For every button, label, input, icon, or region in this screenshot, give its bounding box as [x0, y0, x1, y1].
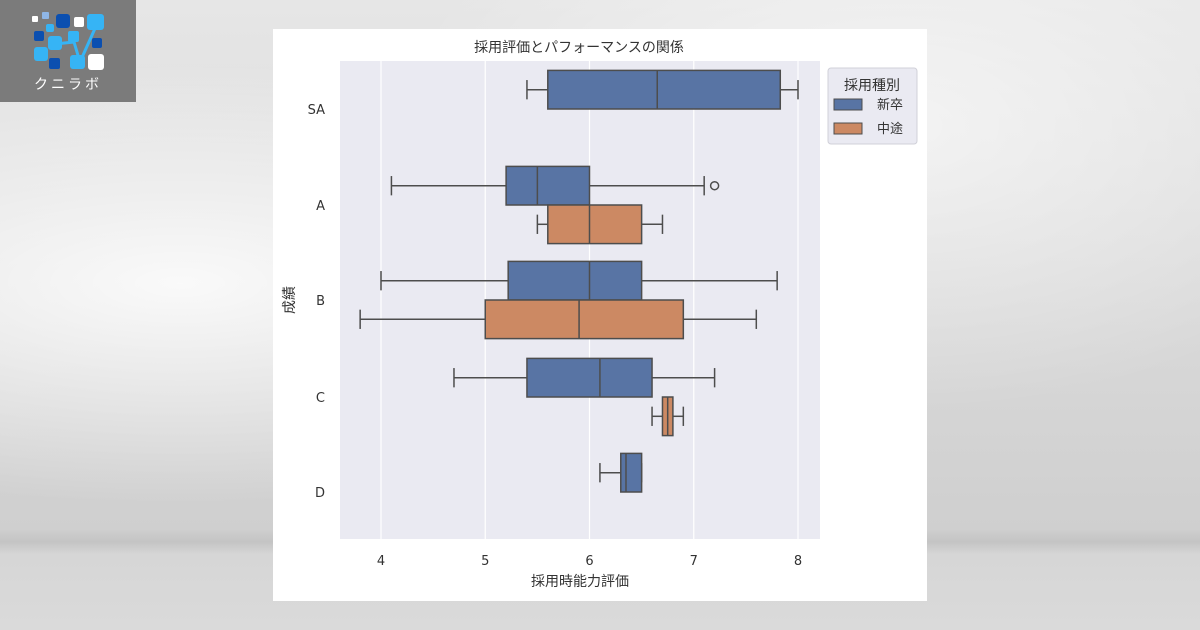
- network-dots-logo-icon: [32, 12, 104, 70]
- boxes: [359, 69, 799, 493]
- x-tick-label: 4: [377, 554, 385, 569]
- y-tick-label: A: [316, 199, 325, 214]
- y-tick-label: C: [316, 391, 325, 406]
- legend-swatch-shinsotsu: [833, 98, 863, 111]
- iqr-box: [547, 69, 782, 110]
- x-tick-label: 7: [690, 554, 698, 569]
- chart-title: 採用評価とパフォーマンスの関係: [474, 40, 684, 56]
- iqr-box: [507, 260, 643, 301]
- x-axis-label: 採用時能力評価: [531, 574, 629, 590]
- box-SA-shinsotsu: [526, 69, 799, 110]
- y-tick-label: B: [316, 294, 325, 309]
- x-tick-label: 6: [585, 554, 593, 569]
- brand-name: クニラボ: [34, 77, 102, 93]
- outlier-point: [709, 180, 720, 191]
- box-B-shinsotsu: [380, 260, 778, 301]
- y-tick-label: D: [315, 486, 325, 501]
- brand-logo: クニラボ: [0, 0, 136, 102]
- legend-title: 採用種別: [844, 78, 900, 94]
- box-B-chuto: [359, 299, 758, 340]
- legend: 採用種別 新卒 中途: [827, 67, 918, 145]
- iqr-box: [526, 357, 653, 398]
- iqr-box: [620, 452, 643, 493]
- y-axis-ticks: SA A B C D: [308, 103, 325, 501]
- legend-label-chuto: 中途: [877, 121, 903, 137]
- box-D-shinsotsu: [599, 452, 643, 493]
- y-tick-label: SA: [308, 103, 325, 118]
- x-axis-ticks: 4 5 6 7 8: [377, 554, 802, 569]
- box-A-chuto: [536, 204, 664, 245]
- y-axis-label: 成績: [282, 286, 298, 314]
- box-C-chuto: [651, 396, 685, 437]
- box-A-shinsotsu: [390, 165, 720, 206]
- x-tick-label: 8: [794, 554, 802, 569]
- iqr-box: [505, 165, 591, 206]
- box-C-shinsotsu: [453, 357, 716, 398]
- iqr-box: [484, 299, 685, 340]
- legend-label-shinsotsu: 新卒: [877, 97, 903, 113]
- legend-swatch-chuto: [833, 122, 863, 135]
- x-tick-label: 5: [481, 554, 489, 569]
- iqr-box: [547, 204, 643, 245]
